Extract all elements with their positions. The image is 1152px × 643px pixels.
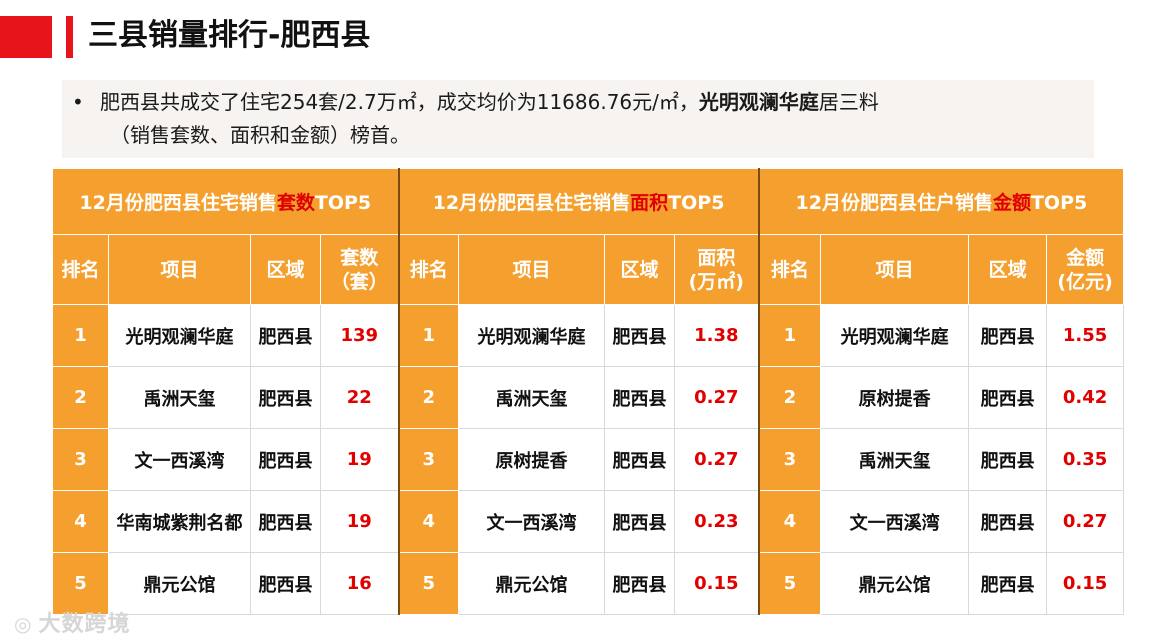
- table-row: 2 禹洲天玺 肥西县 22 2 禹洲天玺 肥西县 0.27 2 原树提香 肥西县…: [52, 366, 1125, 429]
- title-accent-mark: [66, 16, 73, 58]
- rank-cell: 3: [52, 428, 109, 491]
- value-cell: 0.15: [1046, 552, 1125, 615]
- summary-top-project: 光明观澜华庭: [698, 90, 819, 114]
- project-cell: 原树提香: [458, 428, 606, 491]
- table-row: 5 鼎元公馆 肥西县 16 5 鼎元公馆 肥西县 0.15 5 鼎元公馆 肥西县…: [52, 552, 1125, 615]
- value-cell: 0.23: [674, 490, 760, 553]
- col-header-project: 项目: [458, 234, 606, 305]
- rank-cell: 1: [757, 304, 822, 367]
- rank-cell: 5: [52, 552, 109, 615]
- value-cell: 0.42: [1046, 366, 1125, 429]
- table-row: 1 光明观澜华庭 肥西县 139 1 光明观澜华庭 肥西县 1.38 1 光明观…: [52, 304, 1125, 367]
- value-cell: 22: [319, 366, 400, 429]
- value-cell: 0.15: [674, 552, 760, 615]
- col-header-area: 面积 (万㎡): [674, 234, 760, 305]
- region-cell: 肥西县: [604, 428, 676, 491]
- region-cell: 肥西县: [250, 428, 321, 491]
- col-header-region: 区域: [250, 234, 321, 305]
- project-cell: 鼎元公馆: [458, 552, 606, 615]
- region-cell: 肥西县: [604, 552, 676, 615]
- rank-cell: 4: [397, 490, 460, 553]
- region-cell: 肥西县: [604, 366, 676, 429]
- ranking-table: 12月份肥西县住宅销售套数TOP5 12月份肥西县住宅销售面积TOP5 12月份…: [51, 168, 1125, 615]
- value-cell: 19: [319, 490, 400, 553]
- rank-cell: 1: [397, 304, 460, 367]
- watermark-text: 大数跨境: [38, 612, 131, 637]
- value-cell: 0.35: [1046, 428, 1125, 491]
- summary-box: • 肥西县共成交了住宅254套/2.7万㎡，成交均价为11686.76元/㎡，光明…: [62, 80, 1094, 158]
- page-title: 三县销量排行-肥西县: [88, 18, 371, 53]
- region-cell: 肥西县: [968, 304, 1048, 367]
- table-header-units: 12月份肥西县住宅销售套数TOP5: [51, 168, 400, 235]
- value-cell: 1.55: [1046, 304, 1125, 367]
- rank-cell: 2: [52, 366, 109, 429]
- project-cell: 鼎元公馆: [820, 552, 970, 615]
- project-cell: 文一西溪湾: [458, 490, 606, 553]
- value-cell: 0.27: [1046, 490, 1125, 553]
- region-cell: 肥西县: [250, 304, 321, 367]
- region-cell: 肥西县: [250, 366, 321, 429]
- rank-cell: 5: [757, 552, 822, 615]
- col-header-units: 套数 （套）: [319, 234, 400, 305]
- col-header-project: 项目: [108, 234, 251, 305]
- rank-cell: 2: [397, 366, 460, 429]
- project-cell: 禹洲天玺: [108, 366, 251, 429]
- project-cell: 光明观澜华庭: [108, 304, 251, 367]
- col-header-rank: 排名: [52, 234, 109, 305]
- table-row: 3 文一西溪湾 肥西县 19 3 原树提香 肥西县 0.27 3 禹洲天玺 肥西…: [52, 428, 1125, 491]
- col-header-region: 区域: [604, 234, 676, 305]
- summary-line-2: （销售套数、面积和金额）榜首。: [110, 123, 410, 147]
- value-cell: 1.38: [674, 304, 760, 367]
- value-cell: 19: [319, 428, 400, 491]
- project-cell: 原树提香: [820, 366, 970, 429]
- col-header-region: 区域: [968, 234, 1048, 305]
- region-cell: 肥西县: [604, 490, 676, 553]
- summary-line-1: • 肥西县共成交了住宅254套/2.7万㎡，成交均价为11686.76元/㎡，光明…: [72, 86, 1094, 119]
- rank-cell: 5: [397, 552, 460, 615]
- project-cell: 光明观澜华庭: [458, 304, 606, 367]
- col-header-amount: 金额 (亿元): [1046, 234, 1125, 305]
- project-cell: 华南城紫荆名都: [108, 490, 251, 553]
- region-cell: 肥西县: [968, 428, 1048, 491]
- bullet-marker: •: [72, 90, 84, 114]
- value-cell: 0.27: [674, 428, 760, 491]
- ranking-tables: 12月份肥西县住宅销售套数TOP5 12月份肥西县住宅销售面积TOP5 12月份…: [51, 168, 1125, 615]
- col-header-rank: 排名: [757, 234, 822, 305]
- value-cell: 0.27: [674, 366, 760, 429]
- value-cell: 16: [319, 552, 400, 615]
- region-cell: 肥西县: [968, 366, 1048, 429]
- value-cell: 139: [319, 304, 400, 367]
- region-cell: 肥西县: [250, 490, 321, 553]
- region-cell: 肥西县: [968, 490, 1048, 553]
- table-header-amount: 12月份肥西县住户销售金额TOP5: [757, 168, 1125, 235]
- rank-cell: 3: [397, 428, 460, 491]
- project-cell: 禹洲天玺: [820, 428, 970, 491]
- project-cell: 文一西溪湾: [820, 490, 970, 553]
- project-cell: 光明观澜华庭: [820, 304, 970, 367]
- table-row: 4 华南城紫荆名都 肥西县 19 4 文一西溪湾 肥西县 0.23 4 文一西溪…: [52, 490, 1125, 553]
- rank-cell: 2: [757, 366, 822, 429]
- region-cell: 肥西县: [968, 552, 1048, 615]
- region-cell: 肥西县: [604, 304, 676, 367]
- project-cell: 禹洲天玺: [458, 366, 606, 429]
- rank-cell: 4: [52, 490, 109, 553]
- region-cell: 肥西县: [250, 552, 321, 615]
- rank-cell: 3: [757, 428, 822, 491]
- summary-text-post: 居三料: [818, 90, 879, 114]
- title-accent-bar: [0, 16, 52, 58]
- rank-cell: 1: [52, 304, 109, 367]
- table-header-area: 12月份肥西县住宅销售面积TOP5: [397, 168, 760, 235]
- project-cell: 文一西溪湾: [108, 428, 251, 491]
- col-header-rank: 排名: [397, 234, 460, 305]
- weibo-icon: ◎: [14, 612, 33, 636]
- summary-text-pre: 肥西县共成交了住宅254套/2.7万㎡，成交均价为11686.76元/㎡，: [100, 90, 699, 114]
- rank-cell: 4: [757, 490, 822, 553]
- watermark: ◎ 大数跨境: [14, 606, 130, 638]
- col-header-project: 项目: [820, 234, 970, 305]
